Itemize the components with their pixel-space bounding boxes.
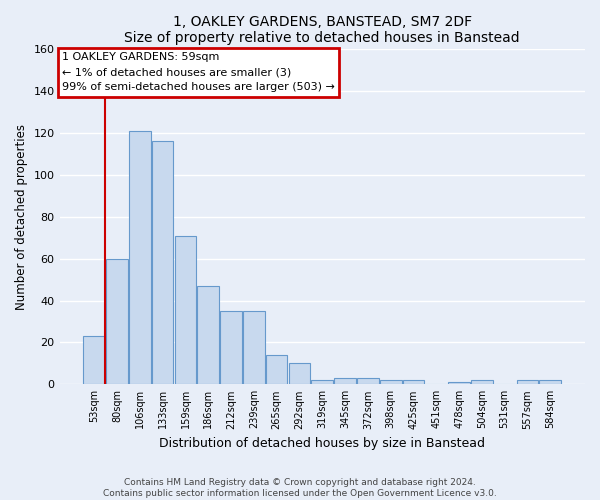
Y-axis label: Number of detached properties: Number of detached properties <box>15 124 28 310</box>
Bar <box>83 336 105 384</box>
Bar <box>539 380 561 384</box>
Bar <box>243 311 265 384</box>
Bar <box>471 380 493 384</box>
Bar <box>197 286 219 384</box>
Bar <box>311 380 333 384</box>
Bar <box>266 355 287 384</box>
Bar <box>175 236 196 384</box>
Bar <box>403 380 424 384</box>
Text: Contains HM Land Registry data © Crown copyright and database right 2024.
Contai: Contains HM Land Registry data © Crown c… <box>103 478 497 498</box>
Bar <box>220 311 242 384</box>
X-axis label: Distribution of detached houses by size in Banstead: Distribution of detached houses by size … <box>159 437 485 450</box>
Bar <box>357 378 379 384</box>
Bar <box>106 258 128 384</box>
Bar <box>152 142 173 384</box>
Bar <box>448 382 470 384</box>
Text: 1 OAKLEY GARDENS: 59sqm
← 1% of detached houses are smaller (3)
99% of semi-deta: 1 OAKLEY GARDENS: 59sqm ← 1% of detached… <box>62 52 335 92</box>
Title: 1, OAKLEY GARDENS, BANSTEAD, SM7 2DF
Size of property relative to detached house: 1, OAKLEY GARDENS, BANSTEAD, SM7 2DF Siz… <box>124 15 520 45</box>
Bar <box>334 378 356 384</box>
Bar <box>517 380 538 384</box>
Bar <box>380 380 401 384</box>
Bar <box>289 364 310 384</box>
Bar <box>129 131 151 384</box>
